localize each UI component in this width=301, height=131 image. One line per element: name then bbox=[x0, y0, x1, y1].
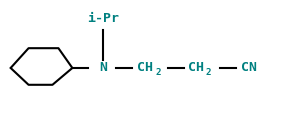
Text: 2: 2 bbox=[155, 68, 161, 77]
Text: i-Pr: i-Pr bbox=[87, 12, 119, 25]
Text: CN: CN bbox=[240, 61, 256, 74]
Text: CH: CH bbox=[188, 61, 204, 74]
Text: N: N bbox=[99, 61, 107, 74]
Text: CH: CH bbox=[137, 61, 153, 74]
Text: 2: 2 bbox=[206, 68, 212, 77]
